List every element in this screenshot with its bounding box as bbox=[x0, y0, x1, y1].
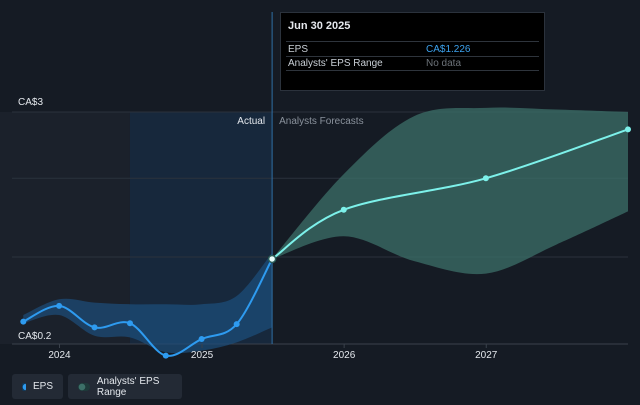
eps-point bbox=[162, 352, 169, 359]
tooltip-eps-label: EPS bbox=[288, 44, 309, 55]
legend-eps-label: EPS bbox=[32, 381, 53, 392]
forecast-point bbox=[482, 175, 489, 182]
legend-range-label: Analysts' EPS Range bbox=[96, 375, 160, 398]
actual-label: Actual bbox=[237, 116, 265, 127]
x-tick-label: 2026 bbox=[333, 350, 356, 361]
forecast-range-band bbox=[272, 107, 628, 275]
tooltip-separator bbox=[286, 41, 539, 42]
legend-range[interactable]: Analysts' EPS Range bbox=[68, 374, 182, 399]
eps-point bbox=[198, 336, 205, 343]
tooltip-row-eps: EPS CA$1.226 bbox=[281, 44, 544, 57]
tooltip-eps-value: CA$1.226 bbox=[426, 44, 471, 55]
eps-point bbox=[56, 302, 63, 309]
tooltip: Jun 30 2025 EPS CA$1.226 Analysts' EPS R… bbox=[280, 12, 545, 91]
x-tick-label: 2025 bbox=[191, 350, 214, 361]
tooltip-date: Jun 30 2025 bbox=[288, 20, 351, 32]
y-axis-top-label: CA$3 bbox=[18, 97, 43, 108]
x-tick-label: 2027 bbox=[475, 350, 498, 361]
legend-eps[interactable]: EPS bbox=[12, 374, 63, 399]
tooltip-separator bbox=[286, 70, 539, 71]
forecast-point bbox=[625, 126, 631, 133]
x-tick-label: 2024 bbox=[48, 350, 71, 361]
eps-point bbox=[126, 320, 133, 327]
eps-point bbox=[91, 324, 98, 331]
y-axis-bottom-label: CA$0.2 bbox=[18, 331, 52, 342]
tooltip-row-range: Analysts' EPS Range No data bbox=[281, 58, 544, 71]
tooltip-range-label: Analysts' EPS Range bbox=[288, 58, 383, 69]
past-range-band bbox=[23, 252, 273, 354]
tooltip-range-value: No data bbox=[426, 58, 462, 69]
eps-legend-dot bbox=[22, 382, 26, 391]
eps-point bbox=[233, 321, 240, 328]
eps-current-point bbox=[267, 254, 277, 264]
tooltip-separator bbox=[286, 56, 539, 57]
range-legend-dot bbox=[78, 382, 90, 391]
forecast-line bbox=[271, 128, 629, 260]
forecast-label: Analysts Forecasts bbox=[279, 116, 363, 127]
eps-point bbox=[20, 318, 27, 325]
forecast-point bbox=[340, 206, 347, 213]
